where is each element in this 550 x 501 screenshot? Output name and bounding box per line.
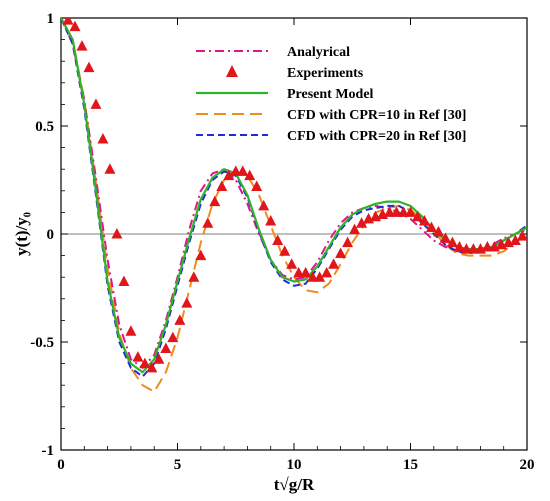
y-tick-label: -0.5 (30, 335, 54, 351)
series-1-marker (460, 243, 472, 254)
series-1-marker (384, 206, 396, 217)
y-tick-label: 1 (47, 11, 55, 27)
series-1-marker (167, 331, 179, 343)
series-1-marker (202, 217, 214, 228)
series-1-marker (223, 169, 235, 181)
legend-label-3: CFD with CPR=10 in Ref [30] (287, 108, 466, 123)
series-1-marker (188, 271, 200, 282)
series-1-marker (335, 247, 347, 258)
series-1-marker (405, 206, 416, 217)
series-1-marker (209, 195, 221, 207)
series-1-marker (439, 232, 451, 243)
series-1-marker (432, 225, 444, 237)
series-1-marker (314, 271, 326, 282)
series-1-marker (69, 20, 81, 32)
x-axis-title: t√g/R (274, 475, 315, 494)
series-1-marker (321, 266, 333, 278)
legend: Analyrical Experiments Present Model CFD wi… (196, 45, 466, 144)
series-1-marker (328, 258, 340, 269)
series-1-marker (160, 342, 172, 353)
series-1-marker (83, 61, 95, 73)
series-1-marker (307, 271, 319, 282)
series-1-marker (76, 40, 88, 51)
axis-ticks: 0 5 10 15 20 -1 -0.5 0 0.5 1 (30, 11, 534, 473)
series-1-marker (62, 18, 74, 25)
series-1-marker (97, 132, 109, 144)
series-1-marker (125, 325, 137, 336)
series-1-marker (90, 98, 102, 109)
series-1-marker (391, 206, 403, 217)
series-1-marker (418, 215, 430, 226)
series-1-marker (181, 297, 193, 308)
series-1-marker (146, 361, 158, 373)
series-1-marker (356, 217, 368, 228)
series-1-marker (342, 236, 354, 248)
series-1-marker (446, 236, 458, 248)
y-tick-label: 0.5 (35, 119, 54, 135)
series-1-marker (349, 223, 361, 235)
legend-label-1: Experiments (287, 66, 364, 81)
series-1-marker (111, 228, 123, 239)
legend-label-4: CFD with CPR=20 in Ref [30] (287, 129, 466, 144)
series-1-marker (258, 199, 270, 211)
legend-marker-1 (226, 65, 238, 77)
series-1-marker (300, 266, 312, 278)
series-1-marker (398, 206, 410, 217)
series-1-marker (230, 165, 242, 176)
legend-label-0: Analyrical (287, 45, 350, 60)
series-1-marker (174, 314, 186, 325)
series-1-marker (411, 210, 423, 222)
legend-label-2: Present Model (287, 87, 374, 102)
series-1-marker (132, 351, 144, 362)
series-1-marker (279, 245, 291, 256)
series-1-marker (118, 275, 130, 287)
series-1-marker (195, 249, 207, 261)
x-tick-label: 0 (57, 457, 65, 473)
series-1-marker (244, 169, 256, 181)
y-tick-label: -1 (42, 443, 55, 459)
series-1-marker (251, 180, 263, 191)
series-layer (61, 18, 527, 393)
series-1-marker (153, 353, 165, 364)
x-tick-label: 10 (287, 457, 302, 473)
series-1-marker (481, 240, 493, 252)
series-1-marker (453, 240, 465, 252)
series-1-marker (104, 163, 116, 174)
series-1-marker (216, 180, 228, 191)
series-1-marker (139, 357, 151, 369)
y-axis-title: y(t)/y₀ (12, 212, 31, 256)
x-tick-label: 20 (520, 457, 535, 473)
series-1-marker (467, 243, 479, 254)
series-1-marker (516, 230, 527, 241)
series-1-marker (286, 258, 298, 269)
x-tick-label: 5 (174, 457, 182, 473)
series-1-marker (293, 266, 305, 278)
x-tick-label: 15 (403, 457, 418, 473)
series-1-marker (272, 234, 284, 245)
y-tick-label: 0 (47, 227, 55, 243)
series-1-marker (265, 215, 277, 226)
series-1-marker (237, 165, 249, 176)
series-4-line (61, 18, 527, 378)
series-1-marker (509, 234, 521, 245)
series-1-marker (425, 221, 437, 233)
